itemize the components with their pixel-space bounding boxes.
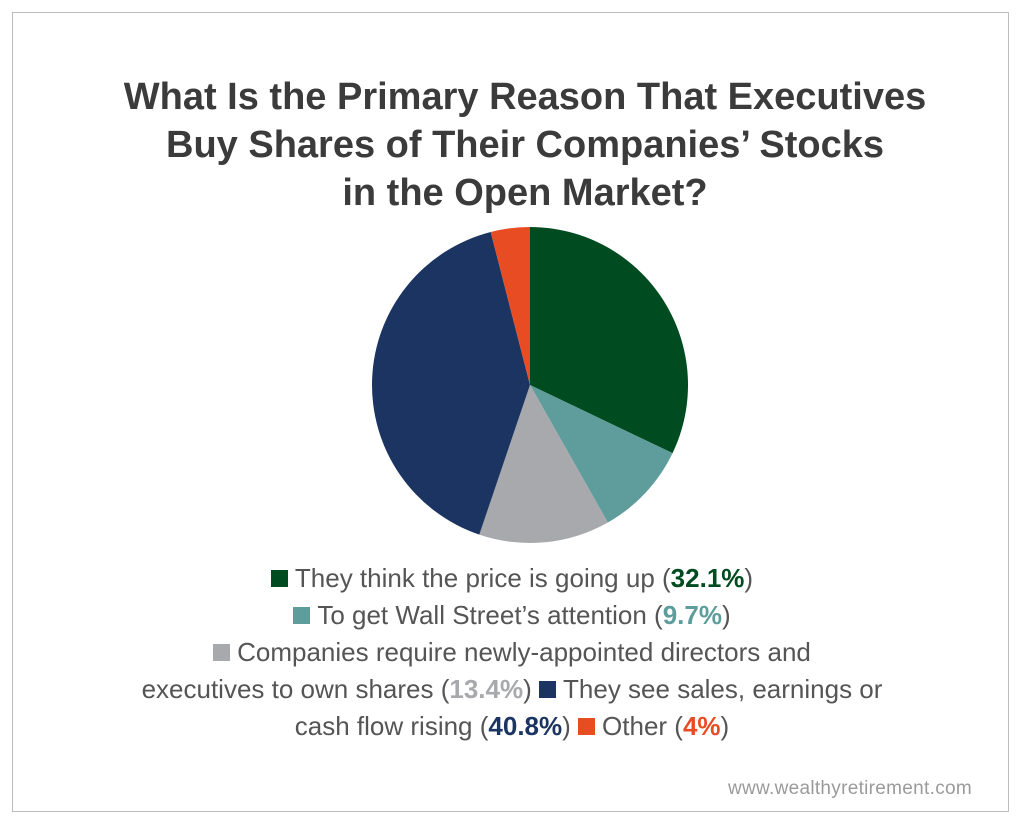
pie-slice-other	[490, 227, 530, 385]
chart-title-line-2: Buy Shares of Their Companies’ Stocks	[166, 124, 884, 166]
pie-slice-price-up	[530, 227, 688, 454]
pie-chart	[371, 227, 688, 543]
legend-close-paren: )	[720, 711, 730, 741]
source-url: www.wealthyretirement.com	[727, 778, 972, 799]
legend-label-required-ownership-2: executives to own shares (	[141, 674, 450, 704]
legend-close-paren: )	[523, 674, 532, 704]
legend-label-price-up: They think the price is going up (	[294, 563, 671, 593]
legend-value-sales-rising: 40.8%	[488, 711, 563, 741]
legend-line-3: Companies require newly-appointed direct…	[60, 634, 964, 671]
pie-slice-sales-rising	[371, 231, 530, 535]
legend-label-sales-rising-1: They see sales, earnings or	[563, 674, 883, 704]
chart-title: What Is the Primary Reason That Executiv…	[53, 73, 997, 217]
chart-legend: They think the price is going up (32.1%)…	[60, 560, 964, 745]
chart-frame: What Is the Primary Reason That Executiv…	[12, 12, 1009, 812]
legend-swatch-sales-rising	[539, 681, 557, 698]
legend-label-other: Other (	[602, 711, 683, 741]
legend-line-4: executives to own shares (13.4%) They se…	[60, 671, 964, 708]
legend-label-sales-rising-2: cash flow rising (	[294, 711, 489, 741]
legend-swatch-required-ownership	[213, 644, 231, 661]
legend-line-5: cash flow rising (40.8%) Other (4%)	[60, 708, 964, 745]
legend-close-paren: )	[721, 600, 731, 630]
chart-title-line-1: What Is the Primary Reason That Executiv…	[123, 76, 927, 118]
pie-slice-wall-street	[530, 385, 673, 523]
legend-value-wall-street: 9.7%	[662, 600, 722, 630]
legend-value-price-up: 32.1%	[670, 563, 745, 593]
legend-line-1: They think the price is going up (32.1%)	[60, 560, 964, 597]
legend-value-other: 4%	[682, 711, 721, 741]
legend-line-2: To get Wall Street’s attention (9.7%)	[60, 597, 964, 634]
pie-slice-required-ownership	[479, 385, 608, 543]
chart-title-line-3: in the Open Market?	[342, 172, 708, 214]
legend-close-paren: )	[562, 711, 571, 741]
legend-close-paren: )	[744, 563, 754, 593]
legend-swatch-price-up	[270, 570, 288, 587]
legend-label-wall-street: To get Wall Street’s attention (	[317, 600, 663, 630]
legend-swatch-other	[578, 718, 596, 735]
legend-label-required-ownership-1: Companies require newly-appointed direct…	[237, 637, 811, 667]
legend-value-required-ownership: 13.4%	[449, 674, 524, 704]
legend-swatch-wall-street	[293, 607, 311, 624]
